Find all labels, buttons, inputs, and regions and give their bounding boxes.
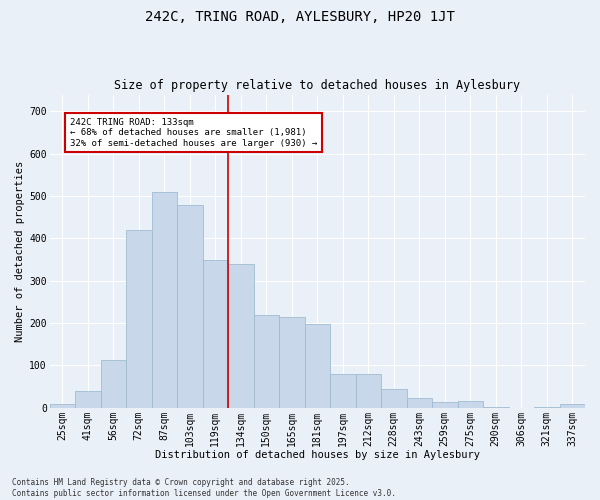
Bar bbox=[534, 406, 560, 408]
Bar bbox=[254, 314, 279, 408]
Text: 242C, TRING ROAD, AYLESBURY, HP20 1JT: 242C, TRING ROAD, AYLESBURY, HP20 1JT bbox=[145, 10, 455, 24]
Bar bbox=[407, 398, 432, 408]
Bar bbox=[356, 374, 381, 408]
X-axis label: Distribution of detached houses by size in Aylesbury: Distribution of detached houses by size … bbox=[155, 450, 480, 460]
Text: 242C TRING ROAD: 133sqm
← 68% of detached houses are smaller (1,981)
32% of semi: 242C TRING ROAD: 133sqm ← 68% of detache… bbox=[70, 118, 317, 148]
Bar bbox=[381, 389, 407, 408]
Bar bbox=[126, 230, 152, 408]
Bar bbox=[177, 204, 203, 408]
Bar bbox=[228, 264, 254, 408]
Bar bbox=[483, 407, 509, 408]
Y-axis label: Number of detached properties: Number of detached properties bbox=[15, 160, 25, 342]
Bar bbox=[305, 324, 330, 408]
Bar bbox=[330, 374, 356, 408]
Bar bbox=[50, 404, 75, 408]
Bar bbox=[458, 402, 483, 408]
Title: Size of property relative to detached houses in Aylesbury: Size of property relative to detached ho… bbox=[114, 79, 520, 92]
Bar bbox=[75, 391, 101, 408]
Bar bbox=[560, 404, 585, 408]
Bar bbox=[432, 402, 458, 408]
Bar bbox=[152, 192, 177, 408]
Text: Contains HM Land Registry data © Crown copyright and database right 2025.
Contai: Contains HM Land Registry data © Crown c… bbox=[12, 478, 396, 498]
Bar bbox=[203, 260, 228, 408]
Bar bbox=[279, 317, 305, 408]
Bar bbox=[101, 360, 126, 408]
